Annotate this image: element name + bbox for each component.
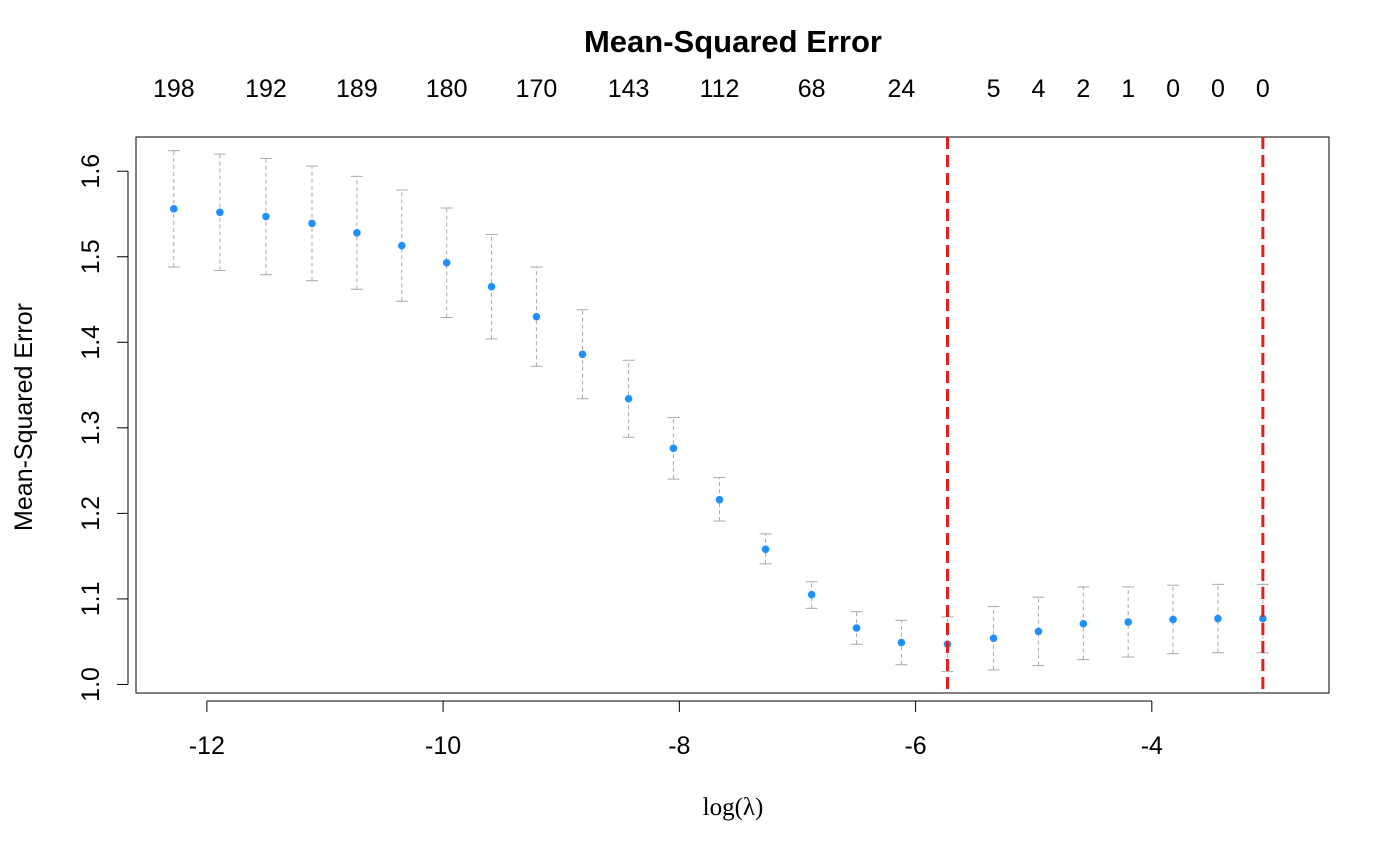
chart-title: Mean-Squared Error: [584, 24, 882, 59]
data-point: [669, 444, 678, 453]
y-tick-label: 1.5: [77, 239, 105, 274]
y-tick-label: 1.6: [77, 154, 105, 189]
y-tick-label: 1.0: [77, 667, 105, 702]
error-bar: [805, 581, 818, 609]
data-point: [216, 208, 224, 217]
data-point: [487, 282, 496, 291]
reference-lines: [945, 137, 1265, 693]
x-tick-label: -4: [1141, 732, 1163, 760]
top-tick-label: 189: [336, 75, 378, 103]
error-bar: [1167, 584, 1180, 655]
y-tick-label: 1.3: [77, 410, 105, 445]
data-point: [262, 212, 270, 221]
data-point: [989, 634, 998, 643]
top-tick-label: 180: [426, 75, 468, 103]
data-point: [897, 638, 906, 647]
top-tick-label: 5: [987, 75, 1001, 103]
top-tick-label: 0: [1211, 75, 1225, 103]
top-tick-label: 68: [798, 75, 826, 103]
top-tick-label: 170: [516, 75, 558, 103]
data-point: [353, 229, 361, 237]
data-point: [624, 394, 633, 403]
x-tick-label: -10: [425, 732, 461, 760]
top-tick-label: 198: [153, 75, 195, 103]
top-axis-ticks: 198 192 189 180 170 143 112 68 24 5 4 2 1 0 0 0: [153, 75, 1270, 103]
y-tick-label: 1.4: [77, 325, 105, 360]
y-tick-label: 1.2: [77, 496, 105, 531]
y-axis-label: Mean-Squared Error: [10, 303, 38, 531]
data-point: [1034, 627, 1043, 636]
top-tick-label: 192: [245, 75, 287, 103]
error-bar: [1032, 596, 1045, 667]
error-bars: [167, 150, 1269, 673]
error-bar: [440, 207, 453, 318]
top-tick-label: 24: [888, 75, 916, 103]
data-point: [308, 219, 316, 228]
data-point: [807, 590, 816, 599]
data-point: [169, 205, 178, 213]
top-tick-label: 2: [1076, 75, 1090, 103]
x-tick-label: -12: [189, 732, 225, 760]
x-axis-label: log(λ): [703, 794, 764, 821]
data-point: [1079, 619, 1088, 628]
data-point: [1259, 614, 1267, 623]
top-tick-label: 0: [1256, 75, 1270, 103]
data-point: [1169, 615, 1177, 624]
top-tick-label: 1: [1121, 75, 1135, 103]
data-point: [715, 495, 724, 504]
x-tick-label: -8: [668, 732, 690, 760]
data-points: [169, 205, 1267, 649]
x-tick-label: -6: [904, 732, 926, 760]
data-point: [578, 350, 587, 359]
data-point: [1124, 618, 1132, 626]
data-point: [397, 241, 406, 250]
data-point: [532, 312, 541, 321]
data-point: [761, 545, 770, 554]
data-point: [442, 258, 451, 267]
top-tick-label: 4: [1031, 75, 1045, 103]
error-bar: [395, 189, 408, 302]
x-axis: -12 -10 -8 -6 -4: [189, 700, 1163, 760]
top-tick-label: 143: [608, 75, 650, 103]
plot-frame: [135, 136, 1330, 694]
y-tick-label: 1.1: [77, 582, 105, 617]
data-point: [852, 624, 861, 632]
error-bar: [1211, 583, 1224, 654]
data-point: [1214, 614, 1222, 623]
y-axis: 1.0 1.1 1.2 1.3 1.4 1.5 1.6: [77, 154, 129, 702]
top-tick-label: 112: [700, 75, 740, 103]
top-tick-label: 0: [1166, 75, 1180, 103]
